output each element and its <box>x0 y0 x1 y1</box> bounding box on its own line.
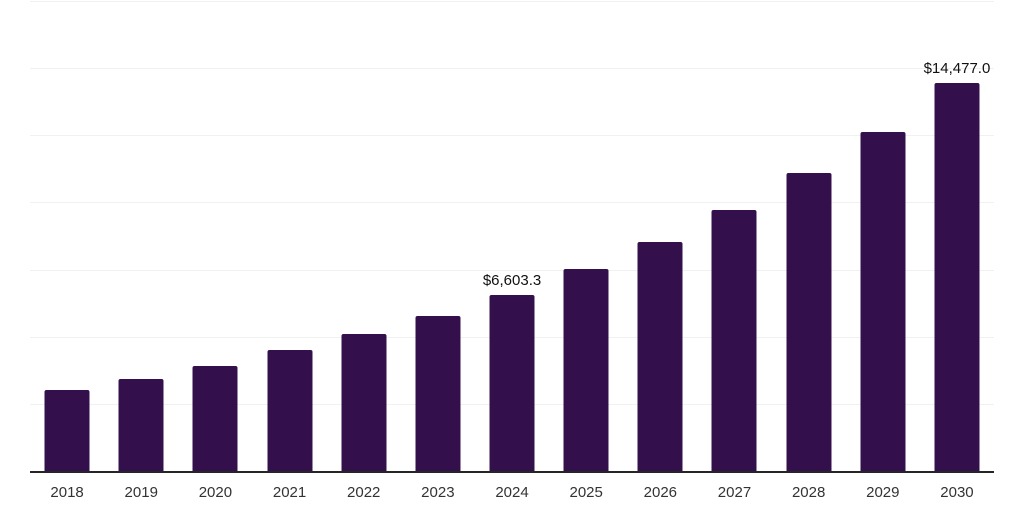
bar-2027 <box>711 209 757 472</box>
x-tick-2026: 2026 <box>643 484 678 501</box>
data-label-2024: $6,603.3 <box>482 271 542 289</box>
bar-slot-2021 <box>252 2 326 472</box>
x-axis-labels: 2018 2019 2020 2021 2022 2023 2024 2025 2026 2027… <box>30 484 994 502</box>
bar-slot-2029 <box>846 2 920 472</box>
x-tick-2027: 2027 <box>717 484 752 501</box>
bar-2028 <box>786 172 832 472</box>
bar-2026 <box>637 242 683 472</box>
gridline-10000 <box>30 202 994 204</box>
bar-2030 <box>934 83 980 472</box>
bar-slot-2023 <box>401 2 475 472</box>
bar-slot-2018 <box>30 2 104 472</box>
bar-slot-2024: $6,603.3 <box>475 2 549 472</box>
bar-slot-2028 <box>772 2 846 472</box>
gridline-17500 <box>30 1 994 2</box>
x-tick-2024: 2024 <box>495 484 529 501</box>
bar-slot-2022 <box>327 2 401 472</box>
gridline-12500 <box>30 135 994 137</box>
x-tick-2020: 2020 <box>198 484 233 501</box>
bar-2020 <box>192 366 238 472</box>
bar-2025 <box>563 269 609 472</box>
bar-slot-2025 <box>549 2 623 472</box>
bar-2023 <box>415 315 461 472</box>
x-tick-2025: 2025 <box>569 484 603 501</box>
x-axis-line <box>30 471 994 473</box>
bar-2029 <box>860 131 906 472</box>
gridline-7500 <box>30 269 994 271</box>
bar-slot-2030: $14,477.0 <box>920 2 994 472</box>
bar-slot-2027 <box>697 2 771 472</box>
x-tick-2019: 2019 <box>124 484 158 501</box>
x-tick-2018: 2018 <box>50 484 84 501</box>
x-tick-2029: 2029 <box>866 484 900 501</box>
bars-container: $6,603.3 $14,477.0 <box>30 2 994 472</box>
bar-slot-2019 <box>104 2 178 472</box>
data-label-2030: $14,477.0 <box>923 60 991 78</box>
bar-2018 <box>44 390 90 472</box>
plot-area: $6,603.3 $14,477.0 <box>30 1 994 472</box>
bar-2019 <box>118 378 164 472</box>
bar-slot-2026 <box>623 2 697 472</box>
bar-slot-2020 <box>178 2 252 472</box>
gridline-15000 <box>30 68 994 70</box>
bar-2022 <box>341 334 387 472</box>
x-tick-2022: 2022 <box>347 484 381 501</box>
x-tick-2023: 2023 <box>421 484 455 501</box>
x-tick-2021: 2021 <box>272 484 307 501</box>
bar-2024 <box>489 294 535 472</box>
x-tick-2030: 2030 <box>940 484 974 501</box>
x-tick-2028: 2028 <box>791 484 826 501</box>
bar-2021 <box>267 350 313 472</box>
